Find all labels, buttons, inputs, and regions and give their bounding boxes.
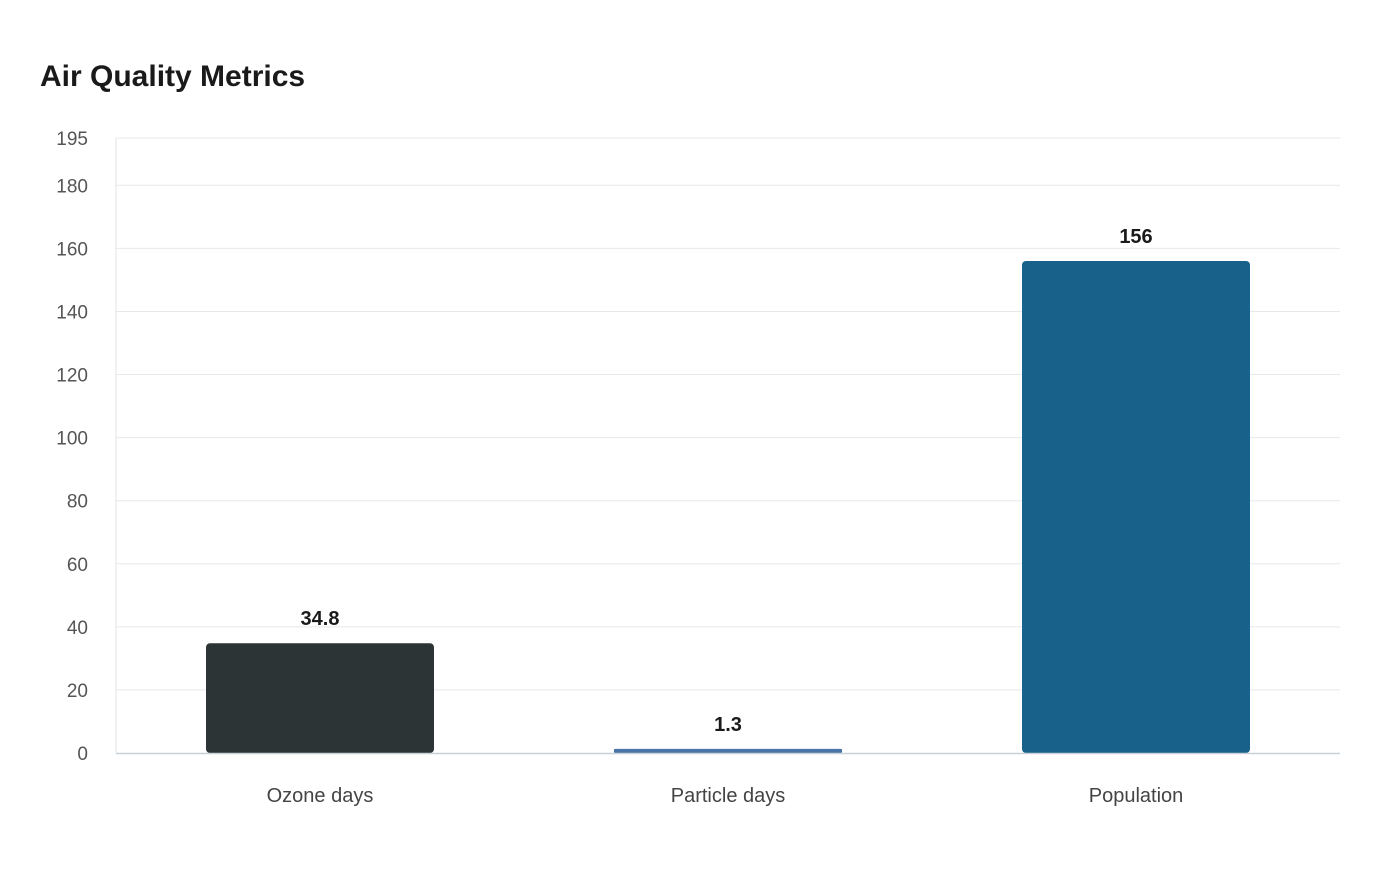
y-tick-label: 120 bbox=[56, 366, 88, 387]
y-tick-label: 20 bbox=[67, 681, 88, 702]
y-tick-label: 100 bbox=[56, 429, 88, 450]
x-tick-label: Population bbox=[1089, 785, 1184, 807]
bar-ozone-days bbox=[206, 643, 434, 753]
y-tick-label: 140 bbox=[56, 302, 88, 323]
y-tick-label: 60 bbox=[67, 555, 88, 576]
data-label: 156 bbox=[1119, 226, 1152, 248]
y-tick-label: 80 bbox=[67, 492, 88, 513]
y-tick-label: 40 bbox=[67, 618, 88, 639]
bar-population bbox=[1022, 261, 1250, 753]
y-tick-label: 180 bbox=[56, 176, 88, 197]
x-tick-label: Ozone days bbox=[267, 785, 374, 807]
y-tick-label: 195 bbox=[56, 129, 88, 150]
data-label: 34.8 bbox=[301, 608, 340, 630]
bar-particle-days bbox=[614, 748, 842, 753]
chart-title: Air Quality Metrics bbox=[40, 60, 306, 93]
y-tick-label: 0 bbox=[77, 744, 88, 765]
y-tick-label: 160 bbox=[56, 239, 88, 260]
x-tick-label: Particle days bbox=[671, 785, 786, 807]
data-label: 1.3 bbox=[714, 714, 742, 736]
